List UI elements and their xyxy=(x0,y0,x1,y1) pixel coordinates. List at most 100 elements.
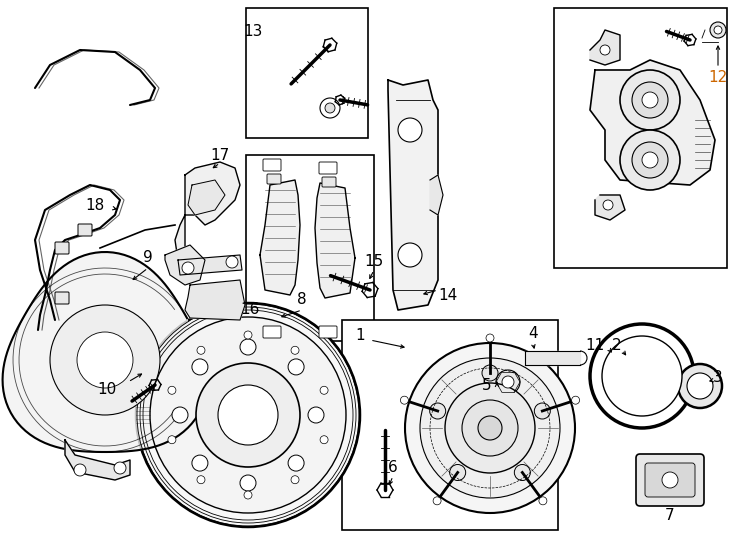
Circle shape xyxy=(632,142,668,178)
FancyBboxPatch shape xyxy=(636,454,704,506)
Circle shape xyxy=(325,103,335,113)
Text: 7: 7 xyxy=(665,509,675,523)
Bar xyxy=(246,8,368,138)
Circle shape xyxy=(136,303,360,527)
FancyBboxPatch shape xyxy=(322,177,336,187)
Circle shape xyxy=(172,407,188,423)
Circle shape xyxy=(632,82,668,118)
Circle shape xyxy=(603,200,613,210)
Circle shape xyxy=(534,403,550,419)
Polygon shape xyxy=(188,180,225,215)
Circle shape xyxy=(714,26,722,34)
Circle shape xyxy=(150,317,346,513)
Circle shape xyxy=(600,45,610,55)
Circle shape xyxy=(226,256,238,268)
FancyBboxPatch shape xyxy=(78,224,92,236)
Circle shape xyxy=(478,416,502,440)
Polygon shape xyxy=(595,195,625,220)
Circle shape xyxy=(450,464,465,481)
Text: 8: 8 xyxy=(297,293,307,307)
Circle shape xyxy=(445,383,535,473)
Circle shape xyxy=(320,436,328,444)
Circle shape xyxy=(197,346,205,354)
Text: 16: 16 xyxy=(240,302,260,318)
Text: 1: 1 xyxy=(355,327,365,342)
Circle shape xyxy=(662,472,678,488)
Circle shape xyxy=(420,358,560,498)
Text: 15: 15 xyxy=(364,254,384,269)
Polygon shape xyxy=(525,351,580,365)
Text: 18: 18 xyxy=(85,198,105,213)
Text: 9: 9 xyxy=(143,251,153,266)
Circle shape xyxy=(429,403,446,419)
Polygon shape xyxy=(260,180,300,295)
Circle shape xyxy=(240,339,256,355)
Circle shape xyxy=(244,491,252,499)
Circle shape xyxy=(539,497,547,505)
FancyBboxPatch shape xyxy=(319,162,337,174)
Circle shape xyxy=(590,324,694,428)
Circle shape xyxy=(678,364,722,408)
Circle shape xyxy=(77,332,133,388)
FancyBboxPatch shape xyxy=(263,326,281,338)
Bar xyxy=(554,8,727,268)
Circle shape xyxy=(502,376,514,388)
Text: 3: 3 xyxy=(713,370,723,386)
Text: 17: 17 xyxy=(211,147,230,163)
FancyBboxPatch shape xyxy=(55,242,69,254)
Circle shape xyxy=(291,476,299,484)
FancyBboxPatch shape xyxy=(267,174,281,184)
Circle shape xyxy=(168,386,176,394)
Circle shape xyxy=(642,92,658,108)
Circle shape xyxy=(320,386,328,394)
Polygon shape xyxy=(388,80,438,310)
Circle shape xyxy=(218,385,278,445)
Polygon shape xyxy=(185,280,245,320)
Text: 14: 14 xyxy=(438,287,457,302)
Text: 5: 5 xyxy=(482,379,492,394)
Circle shape xyxy=(196,363,300,467)
Circle shape xyxy=(687,373,713,399)
Circle shape xyxy=(405,343,575,513)
FancyBboxPatch shape xyxy=(319,326,337,338)
Circle shape xyxy=(602,336,682,416)
Polygon shape xyxy=(65,440,130,480)
Circle shape xyxy=(308,407,324,423)
Text: 4: 4 xyxy=(528,327,538,341)
Polygon shape xyxy=(430,175,443,215)
Circle shape xyxy=(620,70,680,130)
Circle shape xyxy=(572,396,580,404)
Circle shape xyxy=(320,98,340,118)
Polygon shape xyxy=(2,252,201,452)
Polygon shape xyxy=(590,60,715,185)
FancyBboxPatch shape xyxy=(55,292,69,304)
Text: 13: 13 xyxy=(243,24,263,39)
FancyBboxPatch shape xyxy=(263,159,281,171)
Circle shape xyxy=(462,400,518,456)
Circle shape xyxy=(192,455,208,471)
Circle shape xyxy=(620,130,680,190)
Bar xyxy=(246,155,374,341)
Circle shape xyxy=(50,305,160,415)
Circle shape xyxy=(74,464,86,476)
Text: 10: 10 xyxy=(98,382,117,397)
Polygon shape xyxy=(175,162,240,280)
Circle shape xyxy=(240,475,256,491)
Circle shape xyxy=(398,243,422,267)
Circle shape xyxy=(182,262,194,274)
FancyBboxPatch shape xyxy=(645,463,695,497)
Circle shape xyxy=(515,464,531,481)
Bar xyxy=(342,320,558,530)
Circle shape xyxy=(291,346,299,354)
Circle shape xyxy=(401,396,408,404)
Circle shape xyxy=(114,462,126,474)
Circle shape xyxy=(398,118,422,142)
Circle shape xyxy=(642,152,658,168)
Circle shape xyxy=(168,436,176,444)
Circle shape xyxy=(710,22,726,38)
Circle shape xyxy=(288,455,304,471)
Circle shape xyxy=(244,331,252,339)
Circle shape xyxy=(288,359,304,375)
Circle shape xyxy=(192,359,208,375)
Circle shape xyxy=(496,370,520,394)
